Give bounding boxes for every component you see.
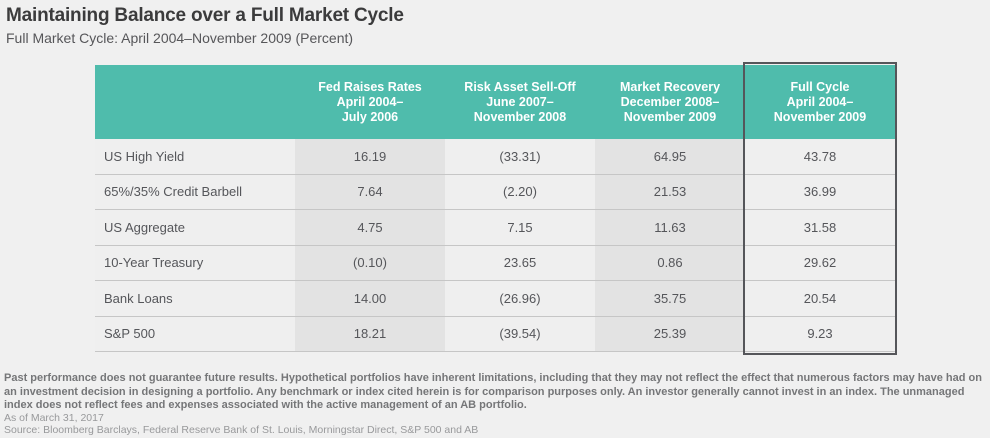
cell-value: (2.20) xyxy=(445,174,595,210)
performance-table: Fed Raises Rates April 2004– July 2006 R… xyxy=(95,65,895,352)
row-label: US Aggregate xyxy=(95,210,295,246)
header-cell-blank xyxy=(95,65,295,139)
row-label: US High Yield xyxy=(95,139,295,175)
cell-value: (26.96) xyxy=(445,281,595,317)
page-title: Maintaining Balance over a Full Market C… xyxy=(6,5,404,26)
cell-value: 31.58 xyxy=(745,210,895,246)
header-cell-risk-asset-sell-off: Risk Asset Sell-Off June 2007– November … xyxy=(464,79,576,124)
row-label: S&P 500 xyxy=(95,316,295,352)
cell-value: 43.78 xyxy=(745,139,895,175)
table-header-row: Fed Raises Rates April 2004– July 2006 R… xyxy=(95,65,895,139)
cell-value: 35.75 xyxy=(595,281,745,317)
table-row: 10-Year Treasury (0.10) 23.65 0.86 29.62 xyxy=(95,245,895,281)
cell-value: 23.65 xyxy=(445,245,595,281)
cell-value: 20.54 xyxy=(745,281,895,317)
cell-value: 4.75 xyxy=(295,210,445,246)
cell-value: 29.62 xyxy=(745,245,895,281)
page-subtitle: Full Market Cycle: April 2004–November 2… xyxy=(6,30,354,46)
cell-value: 18.21 xyxy=(295,316,445,352)
row-label: 10-Year Treasury xyxy=(95,245,295,281)
cell-value: (39.54) xyxy=(445,316,595,352)
cell-value: 7.15 xyxy=(445,210,595,246)
row-label: Bank Loans xyxy=(95,281,295,317)
as-of-date: As of March 31, 2017 xyxy=(4,412,104,424)
cell-value: 36.99 xyxy=(745,174,895,210)
table-row: US High Yield 16.19 (33.31) 64.95 43.78 xyxy=(95,139,895,175)
cell-value: 16.19 xyxy=(295,139,445,175)
header-cell-full-cycle: Full Cycle April 2004– November 2009 xyxy=(773,79,867,124)
disclaimer-text: Past performance does not guarantee futu… xyxy=(4,372,982,411)
table-row: US Aggregate 4.75 7.15 11.63 31.58 xyxy=(95,210,895,246)
cell-value: (33.31) xyxy=(445,139,595,175)
table-row: 65%/35% Credit Barbell 7.64 (2.20) 21.53… xyxy=(95,174,895,210)
source-line: Source: Bloomberg Barclays, Federal Rese… xyxy=(4,424,479,436)
cell-value: 7.64 xyxy=(295,174,445,210)
cell-value: 14.00 xyxy=(295,281,445,317)
row-label: 65%/35% Credit Barbell xyxy=(95,174,295,210)
cell-value: (0.10) xyxy=(295,245,445,281)
cell-value: 21.53 xyxy=(595,174,745,210)
cell-value: 9.23 xyxy=(745,316,895,352)
table-row: Bank Loans 14.00 (26.96) 35.75 20.54 xyxy=(95,281,895,317)
cell-value: 25.39 xyxy=(595,316,745,352)
cell-value: 0.86 xyxy=(595,245,745,281)
header-cell-market-recovery: Market Recovery December 2008– November … xyxy=(619,79,721,124)
table-row: S&P 500 18.21 (39.54) 25.39 9.23 xyxy=(95,316,895,352)
cell-value: 64.95 xyxy=(595,139,745,175)
cell-value: 11.63 xyxy=(595,210,745,246)
header-cell-fed-raises-rates: Fed Raises Rates April 2004– July 2006 xyxy=(318,79,422,124)
